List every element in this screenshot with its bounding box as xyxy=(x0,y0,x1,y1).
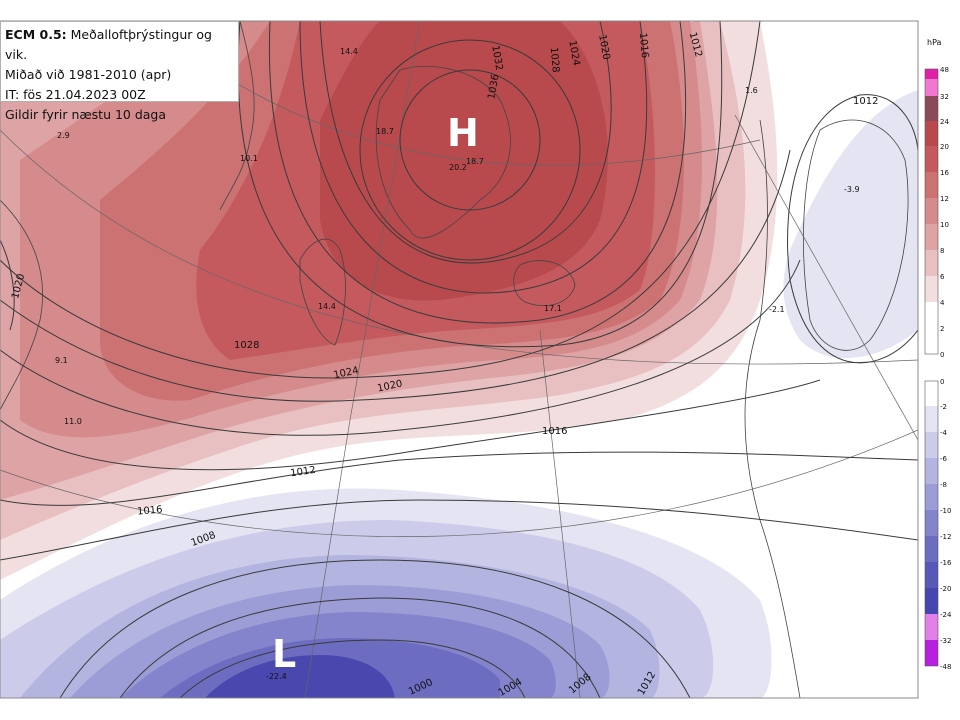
isobar-label: 1024 xyxy=(333,365,360,381)
anomaly-value: 9.1 xyxy=(55,356,68,365)
anomaly-value: 10.1 xyxy=(240,154,258,163)
info-box: ECM 0.5: Meðalloftþrýstingur og vik. Mið… xyxy=(0,21,239,122)
legend-tick: 16 xyxy=(940,169,949,177)
isobar-label: 1028 xyxy=(548,47,561,73)
legend-tick: 48 xyxy=(940,66,949,74)
legend-tick: 20 xyxy=(940,143,949,151)
isobar-label: 1016 xyxy=(637,32,650,58)
anomaly-value: 1.6 xyxy=(745,86,758,95)
anomaly-value: -2.1 xyxy=(769,305,785,314)
isobar-label: 1012 xyxy=(290,465,317,479)
isobar-label: 1024 xyxy=(566,40,581,67)
legend-tick: -16 xyxy=(940,559,952,567)
legend-positive: 48 32 24 20 16 12 10 8 6 4 2 0 xyxy=(924,66,949,359)
negative-anomaly-field xyxy=(0,90,918,698)
high-pressure-marker: H xyxy=(447,111,479,155)
legend-tick: -32 xyxy=(940,637,951,645)
anomaly-value: 2.9 xyxy=(57,131,70,140)
anomaly-value: 11.0 xyxy=(64,417,82,426)
anomaly-value: 17.1 xyxy=(544,304,562,313)
legend-tick: -48 xyxy=(940,663,951,671)
legend-tick: 24 xyxy=(940,118,949,126)
validity-period: Gildir fyrir næstu 10 daga xyxy=(5,107,167,122)
legend-tick: -24 xyxy=(940,611,952,619)
legend-tick: -12 xyxy=(940,533,951,541)
legend-unit: hPa xyxy=(927,38,942,47)
legend-tick: 2 xyxy=(940,325,944,333)
legend-tick: -8 xyxy=(940,481,947,489)
legend-tick: 4 xyxy=(940,299,945,307)
isobar-label: 1028 xyxy=(234,340,259,351)
init-time: IT: fös 21.04.2023 00Z xyxy=(5,87,146,102)
anomaly-value: 20.2 xyxy=(449,163,467,172)
anomaly-value: 18.7 xyxy=(376,127,394,136)
model-name: ECM 0.5: xyxy=(5,27,67,42)
anomaly-value: 14.4 xyxy=(318,302,336,311)
legend-tick: -4 xyxy=(940,429,948,437)
isobar-label: 1032 xyxy=(489,44,504,71)
anomaly-value: 14.4 xyxy=(340,47,358,56)
legend-tick: 10 xyxy=(940,221,949,229)
isobars xyxy=(0,21,918,698)
isobar-label: 1020 xyxy=(376,378,403,394)
legend-tick: -2 xyxy=(940,403,947,411)
isobar-label: 1036 xyxy=(486,73,501,100)
legend-tick: 0 xyxy=(940,351,944,359)
isobar-label: 1016 xyxy=(542,426,567,437)
isobar-label: 1020 xyxy=(596,34,611,61)
low-pressure-marker: L xyxy=(272,632,296,676)
legend-tick: 6 xyxy=(940,273,945,281)
legend-tick: -6 xyxy=(940,455,948,463)
legend-tick: 12 xyxy=(940,195,949,203)
anomaly-values: 14.4 18.7 20.2 18.7 10.1 2.9 14.4 17.1 9… xyxy=(55,47,860,681)
isobar-label: 1016 xyxy=(137,504,163,517)
map-description: Meðalloftþrýstingur og vik. xyxy=(5,27,212,62)
anomaly-value: 18.7 xyxy=(466,157,484,166)
anomaly-value: -22.4 xyxy=(266,672,287,681)
legend-tick: -20 xyxy=(940,585,951,593)
legend-tick: 0 xyxy=(940,378,944,386)
legend-tick: -10 xyxy=(940,507,951,515)
coastlines xyxy=(0,21,909,698)
legend-tick: 8 xyxy=(940,247,944,255)
climatology-line: Miðað við 1981-2010 (apr) xyxy=(5,67,172,82)
legend-tick: 32 xyxy=(940,93,949,101)
anomaly-value: -3.9 xyxy=(844,185,860,194)
title-line: ECM 0.5: Meðalloftþrýstingur og vik. xyxy=(5,25,234,65)
isobar-label: 1012 xyxy=(853,96,878,107)
map-frame xyxy=(0,20,919,699)
legend-negative: 0 -2 -4 -6 -8 -10 -12 -16 -20 -24 -32 -4… xyxy=(924,378,952,671)
